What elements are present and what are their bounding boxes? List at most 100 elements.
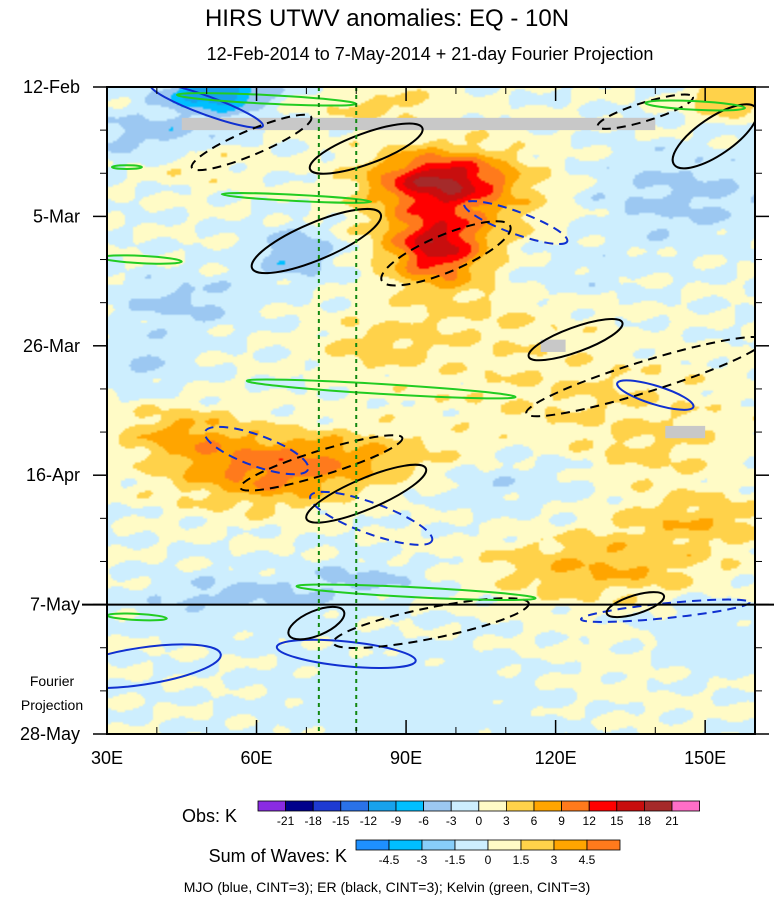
waves-colorbar-swatch-5: [520, 839, 555, 851]
obs-colorbar-tick-label: 3: [503, 814, 510, 828]
obs-colorbar-swatch-13: [616, 800, 645, 812]
wave-contour-layer: [107, 87, 755, 690]
er-contour-19: [332, 597, 530, 649]
obs-colorbar-swatch-4: [367, 800, 397, 812]
waves-colorbar-tick-label: 1.5: [513, 853, 530, 867]
obs-colorbar-swatch-5: [395, 800, 425, 812]
obs-colorbar-tick-label: 18: [638, 814, 652, 828]
waves-colorbar-tick-label: 3: [551, 853, 558, 867]
mjo-contour-7: [579, 598, 751, 623]
obs-colorbar-swatch-0: [257, 800, 287, 812]
er-contour-9: [308, 122, 424, 175]
missing-data-2: [665, 425, 706, 439]
obs-colorbar-tick-label: -9: [391, 814, 402, 828]
waves-colorbar-tick-label: -1.5: [445, 853, 466, 867]
obs-colorbar-swatch-1: [285, 800, 314, 812]
er-contour-16: [239, 434, 404, 492]
y-tick-label: 12-Feb: [23, 77, 80, 97]
y-tick-label: 5-Mar: [33, 206, 80, 226]
x-tick-label: 30E: [91, 748, 123, 768]
obs-colorbar-tick-label: 12: [583, 814, 597, 828]
mjo-contour-2: [275, 638, 417, 669]
waves-colorbar-swatch-0: [355, 839, 390, 851]
waves-colorbar-swatch-7: [586, 839, 621, 851]
waves-colorbar-title: Sum of Waves: K: [209, 846, 347, 866]
mjo-contour-1: [107, 643, 222, 690]
obs-colorbar-swatch-6: [423, 800, 452, 812]
x-tick-label: 120E: [535, 748, 577, 768]
er-contour-11: [596, 93, 695, 130]
waves-colorbar-tick-label: -4.5: [379, 853, 400, 867]
waves-colorbar-tick-label: -3: [417, 853, 428, 867]
fourier-label-line2: Projection: [21, 697, 83, 713]
wave-legend-caption: MJO (blue, CINT=3); ER (black, CINT=3); …: [184, 879, 591, 895]
missing-data-1: [540, 339, 566, 352]
waves-colorbar-tick-label: 0: [485, 853, 492, 867]
mjo-contour-4: [463, 200, 569, 246]
er-contour-8: [190, 113, 313, 172]
obs-colorbar-tick-label: 21: [665, 814, 679, 828]
er-contour-12: [250, 207, 383, 275]
kelvin-contour-27: [295, 583, 537, 602]
y-tick-label: 16-Apr: [26, 465, 80, 485]
er-contour-13: [380, 220, 512, 287]
obs-colorbar-swatch-14: [644, 800, 673, 812]
chart-subtitle: 12-Feb-2014 to 7-May-2014 + 21-day Fouri…: [207, 44, 654, 64]
mjo-contour-0: [149, 87, 264, 129]
obs-colorbar-swatch-8: [478, 800, 507, 812]
er-contour-20: [605, 591, 666, 619]
anomaly-heatmap: [107, 87, 755, 734]
obs-colorbar-swatch-11: [561, 800, 590, 812]
obs-colorbar-tick-label: 15: [610, 814, 624, 828]
waves-colorbar-swatch-3: [454, 839, 489, 851]
waves-colorbar: -4.5 -3 -1.5 0 1.5 3 4.5: [355, 839, 621, 867]
reference-line-layer: [317, 87, 358, 734]
kelvin-contour-24: [220, 192, 373, 204]
waves-colorbar-swatch-1: [388, 839, 423, 851]
obs-colorbar-tick-label: -3: [446, 814, 457, 828]
plot-frame: [106, 86, 756, 735]
obs-colorbar-tick-label: -6: [418, 814, 429, 828]
axis-layer: 30E 60E 90E 120E 150E 12-Feb 5-Mar 26-Mar 16-Apr…: [20, 77, 769, 768]
chart-title: HIRS UTWV anomalies: EQ - 10N: [205, 5, 569, 32]
kelvin-contour-26: [245, 378, 517, 400]
er-contour-14: [527, 317, 624, 362]
y-tick-label: 28-May: [20, 724, 80, 744]
obs-colorbar-tick-label: -21: [277, 814, 295, 828]
obs-colorbar-swatch-12: [588, 800, 618, 812]
obs-colorbar-swatch-3: [340, 800, 369, 812]
obs-colorbar-tick-label: 6: [531, 814, 538, 828]
mjo-contour-5: [203, 425, 310, 476]
x-tick-label: 150E: [684, 748, 726, 768]
er-contour-17: [305, 463, 428, 524]
y-tick-label: 7-May: [30, 595, 80, 615]
obs-colorbar-tick-label: 0: [475, 814, 482, 828]
waves-colorbar-tick-label: 4.5: [579, 853, 596, 867]
waves-colorbar-swatch-4: [487, 839, 522, 851]
er-contour-15: [525, 335, 755, 418]
fourier-label-line1: Fourier: [30, 673, 75, 689]
obs-colorbar-swatch-2: [312, 800, 342, 812]
obs-colorbar-swatch-7: [450, 800, 480, 812]
y-tick-label: 26-Mar: [23, 336, 80, 356]
obs-colorbar-tick-label: -15: [332, 814, 350, 828]
obs-colorbar: -21 -18 -15 -12 -9 -6 -3 0 3 6 9 12 15 18 21: [257, 800, 701, 828]
waves-colorbar-swatch-2: [421, 839, 456, 851]
obs-colorbar-tick-label: -12: [360, 814, 378, 828]
obs-colorbar-tick-label: -18: [305, 814, 323, 828]
obs-colorbar-swatch-15: [671, 800, 701, 812]
waves-colorbar-swatch-6: [553, 839, 588, 851]
x-tick-label: 90E: [390, 748, 422, 768]
er-contour-18: [287, 605, 346, 641]
obs-colorbar-swatch-9: [505, 800, 535, 812]
kelvin-contour-23: [110, 164, 143, 170]
x-tick-label: 60E: [241, 748, 273, 768]
obs-colorbar-swatch-10: [533, 800, 563, 812]
mjo-contour-6: [309, 490, 434, 546]
mjo-contour-3: [616, 379, 695, 411]
obs-colorbar-tick-label: 9: [558, 814, 565, 828]
kelvin-contour-22: [644, 99, 746, 112]
kelvin-contour-25: [107, 254, 183, 265]
er-contour-10: [671, 103, 755, 170]
